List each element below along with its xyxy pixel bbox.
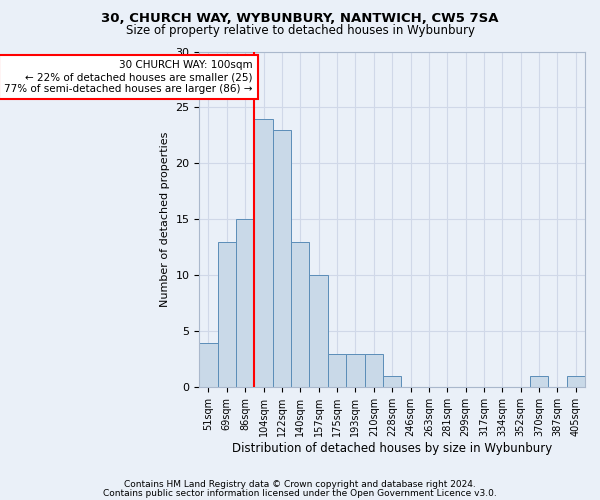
Bar <box>218 242 236 388</box>
Bar <box>236 220 254 388</box>
Text: Size of property relative to detached houses in Wybunbury: Size of property relative to detached ho… <box>125 24 475 37</box>
Bar <box>199 342 218 388</box>
Bar <box>254 118 273 388</box>
Bar <box>273 130 291 388</box>
Text: Contains public sector information licensed under the Open Government Licence v3: Contains public sector information licen… <box>103 488 497 498</box>
Bar <box>530 376 548 388</box>
Bar <box>291 242 310 388</box>
Bar <box>566 376 585 388</box>
Bar <box>346 354 365 388</box>
Text: 30, CHURCH WAY, WYBUNBURY, NANTWICH, CW5 7SA: 30, CHURCH WAY, WYBUNBURY, NANTWICH, CW5… <box>101 12 499 26</box>
Bar <box>328 354 346 388</box>
Bar <box>383 376 401 388</box>
Y-axis label: Number of detached properties: Number of detached properties <box>160 132 170 307</box>
Bar <box>310 276 328 388</box>
Bar <box>365 354 383 388</box>
Text: 30 CHURCH WAY: 100sqm
← 22% of detached houses are smaller (25)
77% of semi-deta: 30 CHURCH WAY: 100sqm ← 22% of detached … <box>4 60 253 94</box>
X-axis label: Distribution of detached houses by size in Wybunbury: Distribution of detached houses by size … <box>232 442 552 455</box>
Text: Contains HM Land Registry data © Crown copyright and database right 2024.: Contains HM Land Registry data © Crown c… <box>124 480 476 489</box>
